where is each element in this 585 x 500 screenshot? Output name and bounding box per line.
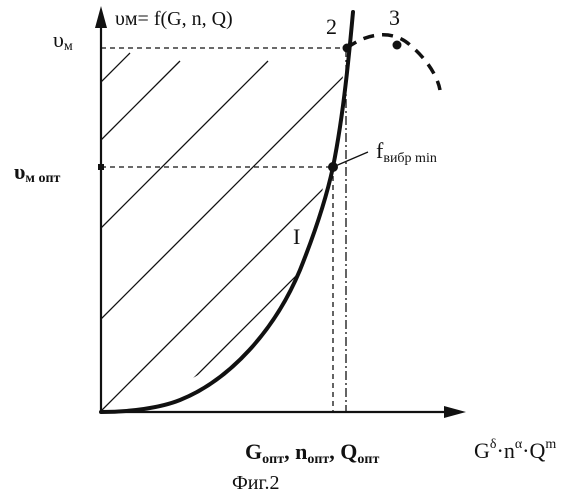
x-axis-label: Gδ·nα·Qm [474,437,556,463]
x-opt-label: Gопт, nопт, Qопт [245,439,379,467]
axes [95,6,466,418]
y-opt-tick [98,164,104,170]
vibration-leader-line [333,152,368,167]
point-2-marker [343,44,352,53]
point-3-marker [393,41,402,50]
function-label: υм= f(G, n, Q) [115,8,233,30]
main-curve [101,12,353,412]
x-axis-arrow [444,406,466,418]
hatched-region [101,53,360,411]
point-3-label: 3 [389,5,400,30]
y-opt-label: υм опт [14,159,61,186]
curve-label: I [293,224,300,249]
y-axis-arrow [95,6,107,28]
vibration-label: fвибр min [376,138,437,166]
y-axis-label: υм [53,27,73,54]
figure-caption: Фиг.2 [232,472,279,494]
point-2-label: 2 [326,14,337,39]
